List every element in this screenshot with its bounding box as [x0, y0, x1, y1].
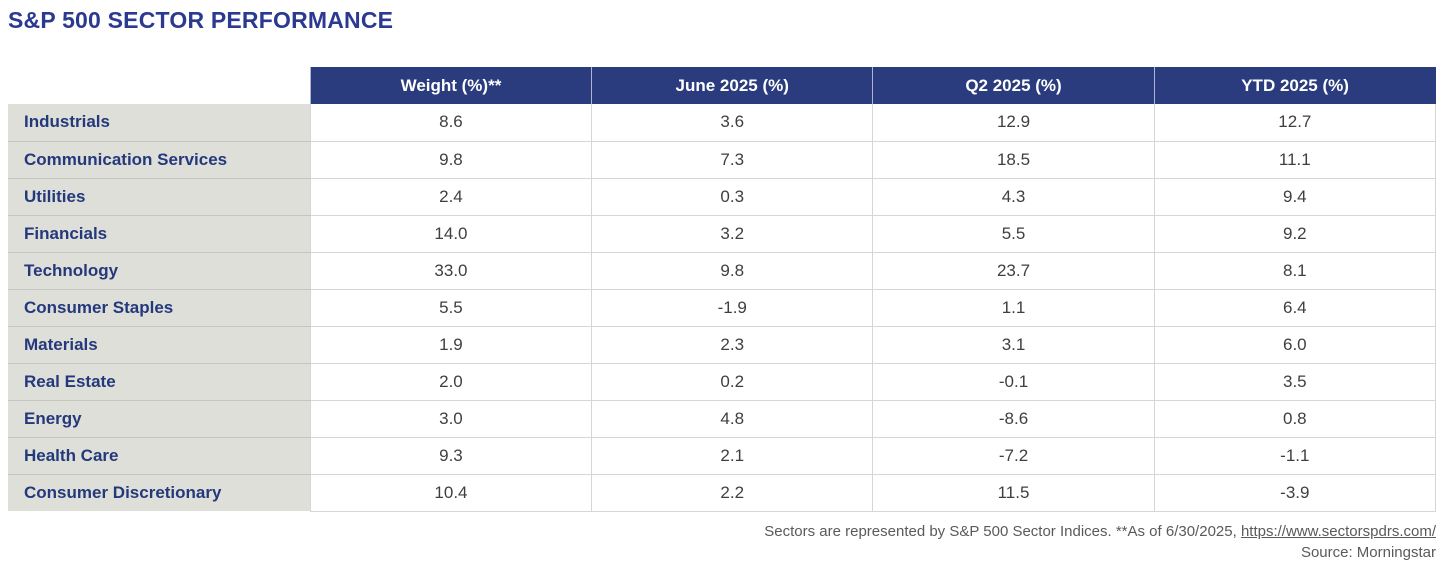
value-cell: 3.0	[309, 400, 593, 438]
footnote-source-line: Source: Morningstar	[1300, 543, 1436, 561]
table-row: Technology 33.0 9.8 23.7 8.1	[8, 252, 1437, 290]
value-cell: 10.4	[309, 474, 593, 512]
value-cell: 12.7	[1153, 104, 1437, 142]
value-cell: 2.2	[591, 474, 874, 512]
value-cell: 4.8	[591, 400, 874, 438]
value-cell: 3.1	[872, 326, 1155, 364]
value-cell: -1.1	[1153, 437, 1437, 475]
sector-label: Consumer Staples	[8, 289, 311, 327]
value-cell: 2.0	[309, 363, 593, 401]
value-cell: 3.6	[591, 104, 874, 142]
table-row: Utilities 2.4 0.3 4.3 9.4	[8, 178, 1437, 216]
value-cell: -1.9	[591, 289, 874, 327]
sector-label: Utilities	[8, 178, 311, 216]
table-header-row: Weight (%)** June 2025 (%) Q2 2025 (%) YTD …	[8, 67, 1436, 104]
corner-cell	[8, 67, 310, 104]
value-cell: 0.3	[591, 178, 874, 216]
table-row: Consumer Discretionary 10.4 2.2 11.5 -3.9	[8, 474, 1437, 512]
value-cell: 14.0	[309, 215, 593, 253]
sector-performance-table: Weight (%)** June 2025 (%) Q2 2025 (%) YTD …	[8, 67, 1437, 512]
sector-label: Financials	[8, 215, 311, 253]
value-cell: 1.9	[309, 326, 593, 364]
sector-label: Industrials	[8, 104, 311, 142]
sector-label: Health Care	[8, 437, 311, 475]
page-title: S&P 500 SECTOR PERFORMANCE	[8, 7, 394, 33]
value-cell: 4.3	[872, 178, 1155, 216]
value-cell: 18.5	[872, 141, 1155, 179]
table-row: Financials 14.0 3.2 5.5 9.2	[8, 215, 1437, 253]
footnote-line-1: Sectors are represented by S&P 500 Secto…	[8, 521, 1436, 542]
value-cell: 3.5	[1153, 363, 1437, 401]
value-cell: 9.8	[309, 141, 593, 179]
value-cell: 8.6	[309, 104, 593, 142]
value-cell: 8.1	[1153, 252, 1437, 290]
value-cell: 6.4	[1153, 289, 1437, 327]
value-cell: 2.1	[591, 437, 874, 475]
column-header: YTD 2025 (%)	[1153, 67, 1436, 104]
sector-label: Technology	[8, 252, 311, 290]
sector-label: Communication Services	[8, 141, 311, 179]
column-header: Weight (%)**	[309, 67, 592, 104]
value-cell: 9.3	[309, 437, 593, 475]
table-row: Energy 3.0 4.8 -8.6 0.8	[8, 400, 1437, 438]
table-row: Materials 1.9 2.3 3.1 6.0	[8, 326, 1437, 364]
value-cell: 9.2	[1153, 215, 1437, 253]
sector-label: Materials	[8, 326, 311, 364]
value-cell: 2.4	[309, 178, 593, 216]
sector-label: Consumer Discretionary	[8, 474, 311, 511]
value-cell: 2.3	[591, 326, 874, 364]
value-cell: -8.6	[872, 400, 1155, 438]
value-cell: 9.4	[1153, 178, 1437, 216]
value-cell: 6.0	[1153, 326, 1437, 364]
value-cell: -3.9	[1153, 474, 1437, 512]
table-row: Communication Services 9.8 7.3 18.5 11.1	[8, 141, 1437, 179]
value-cell: 0.8	[1153, 400, 1437, 438]
value-cell: 23.7	[872, 252, 1155, 290]
value-cell: 5.5	[872, 215, 1155, 253]
column-header: Q2 2025 (%)	[872, 67, 1155, 104]
sector-label: Real Estate	[8, 363, 311, 401]
value-cell: 7.3	[591, 141, 874, 179]
value-cell: 1.1	[872, 289, 1155, 327]
value-cell: 5.5	[309, 289, 593, 327]
value-cell: 12.9	[872, 104, 1155, 142]
table-row: Health Care 9.3 2.1 -7.2 -1.1	[8, 437, 1437, 475]
value-cell: 3.2	[591, 215, 874, 253]
column-header: June 2025 (%)	[591, 67, 873, 104]
sectorspdrs-link[interactable]: https://www.sectorspdrs.com/	[1240, 522, 1436, 540]
table-row: Real Estate 2.0 0.2 -0.1 3.5	[8, 363, 1437, 401]
table-row: Consumer Staples 5.5 -1.9 1.1 6.4	[8, 289, 1437, 327]
value-cell: 11.5	[872, 474, 1155, 512]
footnote-text: Sectors are represented by S&P 500 Secto…	[764, 522, 1241, 540]
sector-table-body: Industrials 8.6 3.6 12.9 12.7 Communication S…	[8, 104, 1437, 512]
value-cell: -7.2	[872, 437, 1155, 475]
sector-label: Energy	[8, 400, 311, 438]
value-cell: 0.2	[591, 363, 874, 401]
footnote: Sectors are represented by S&P 500 Secto…	[8, 521, 1436, 563]
value-cell: 9.8	[591, 252, 874, 290]
value-cell: -0.1	[872, 363, 1155, 401]
table-row: Industrials 8.6 3.6 12.9 12.7	[8, 104, 1437, 142]
value-cell: 33.0	[309, 252, 593, 290]
value-cell: 11.1	[1153, 141, 1437, 179]
